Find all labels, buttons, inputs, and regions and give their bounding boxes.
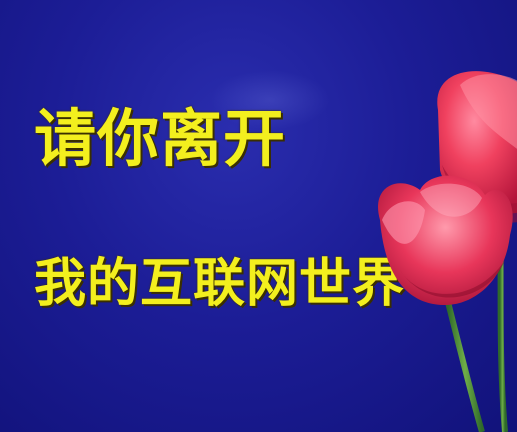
headline-line-2: 我的互联网世界 xyxy=(34,258,405,310)
tulip-illustration xyxy=(360,70,517,432)
tulip-lower xyxy=(378,176,513,305)
tulip-stem-lower xyxy=(448,302,482,432)
headline-line-1: 请你离开 xyxy=(34,108,286,170)
